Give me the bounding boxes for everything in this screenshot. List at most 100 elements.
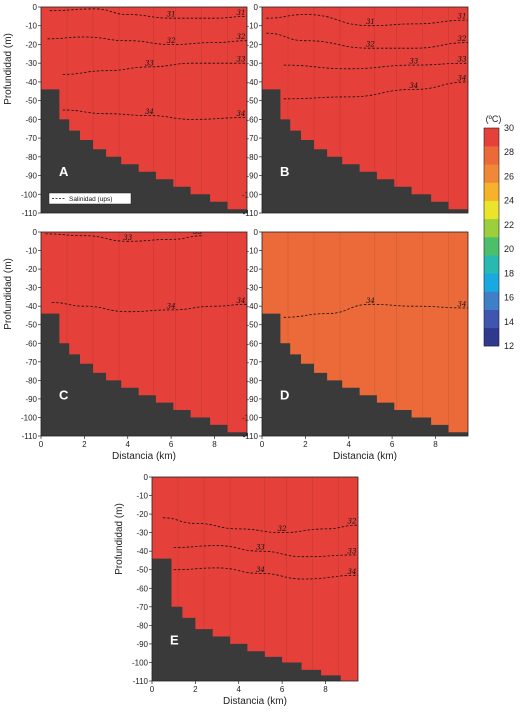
isohaline-32 [162, 517, 358, 534]
y-tick-label: -30 [25, 59, 37, 68]
x-tick-label: 2 [82, 440, 87, 449]
y-tick-label: -80 [25, 153, 37, 162]
colorbar-swatch [484, 164, 499, 183]
y-tick-label: 0 [33, 228, 38, 237]
x-tick-label: 4 [347, 440, 352, 449]
y-tick-label: -90 [246, 172, 258, 181]
y-tick-label: -20 [25, 40, 37, 49]
panels-layer: 31 31 32 32 33 33 34 34 0 -10 -20 -30 -40 -50 -60 -70 -8… [3, 3, 469, 707]
y-tick-label: -10 [25, 247, 37, 256]
y-tick-label: -80 [246, 376, 258, 385]
isohaline-label: 31 [366, 18, 375, 26]
y-tick-label: -100 [132, 658, 149, 667]
colorbar-swatch [484, 309, 499, 329]
y-tick-label: -100 [21, 413, 38, 422]
colorbar-title: (ºC) [486, 114, 502, 124]
y-tick-label: -90 [25, 395, 37, 404]
isohaline-label: 32 [237, 33, 246, 41]
y-tick-label: 0 [33, 3, 38, 12]
x-tick-label: 6 [280, 685, 285, 694]
y-tick-label: -40 [246, 302, 258, 311]
x-tick-label: 6 [169, 440, 174, 449]
isohaline-31 [49, 8, 247, 19]
panel-letter: D [280, 387, 289, 402]
y-tick-label: -90 [246, 395, 258, 404]
isohaline-label: 34 [458, 301, 467, 309]
colorbar-tick-label: 24 [504, 196, 514, 206]
y-tick-label: -30 [136, 529, 148, 538]
y-tick-label: -80 [136, 621, 148, 630]
isohaline-label: 31 [458, 13, 467, 21]
salinity-legend: Salinidad (ups) [48, 192, 132, 205]
isohaline-label: 33 [123, 234, 132, 242]
x-tick-label: 8 [323, 685, 328, 694]
y-tick-label: -30 [25, 284, 37, 293]
y-tick-label: -60 [136, 584, 148, 593]
y-tick-label: -40 [246, 78, 258, 87]
colorbar-swatch [484, 218, 499, 238]
panel-frame [40, 6, 248, 214]
y-tick-label: -40 [25, 78, 37, 87]
isohaline-label: 34 [237, 110, 246, 118]
y-tick-label: -100 [242, 190, 259, 199]
isohaline-33 [173, 545, 358, 558]
x-tick-label: 0 [150, 685, 155, 694]
y-tick-label: -10 [246, 247, 258, 256]
y-tick-label: -50 [246, 321, 258, 330]
colorbar-tick-label: 16 [504, 293, 514, 303]
y-tick-label: -70 [246, 134, 258, 143]
isohaline-label: 34 [237, 297, 246, 305]
isohaline-label: 33 [458, 56, 467, 64]
panel-letter: A [59, 164, 69, 179]
x-tick-label: 2 [303, 440, 308, 449]
isohaline-label: 34 [145, 108, 154, 116]
isohaline-label: 32 [278, 525, 287, 533]
y-tick-label: -70 [246, 358, 258, 367]
x-tick-label: 0 [39, 440, 44, 449]
isohaline-label: 34 [167, 302, 176, 310]
y-tick-label: -30 [246, 59, 258, 68]
y-axis-title: Profundidad (m) [3, 33, 14, 105]
panel-a: 31 31 32 32 33 33 34 34 0 -10 -20 -30 -40 -50 -60 -70 -8… [3, 3, 248, 218]
isohaline-label: 32 [366, 41, 375, 49]
colorbar-frame [483, 127, 500, 347]
isohaline-label: 34 [366, 297, 375, 305]
y-tick-label: -40 [136, 547, 148, 556]
isohaline-label: 31 [237, 9, 246, 17]
panel-e: 32 32 33 33 34 34 0 -10 -20 -30 -40 -50 -60 -70 -80 -90… [114, 473, 359, 707]
colorbar-swatch [484, 237, 499, 256]
y-tick-label: -110 [133, 677, 149, 686]
x-tick-label: 6 [390, 440, 395, 449]
colorbar-tick-label: 22 [504, 220, 514, 230]
seabed [41, 89, 247, 213]
isohaline-33 [283, 62, 468, 70]
x-tick-label: 2 [193, 685, 198, 694]
y-tick-label: -30 [246, 284, 258, 293]
y-tick-label: -110 [22, 209, 38, 218]
colorbar: 30 28 26 24 22 20 18 16 14 12 (ºC) [483, 114, 514, 351]
colorbar-swatch [484, 291, 499, 310]
isohaline-label: 32 [458, 35, 467, 43]
panel-letter: E [170, 632, 179, 647]
y-tick-label: 0 [254, 228, 259, 237]
isohaline-label: 33 [256, 544, 265, 552]
y-tick-label: -10 [25, 22, 37, 31]
colorbar-swatch [484, 146, 499, 165]
isohaline-34 [173, 567, 358, 580]
y-tick-label: -10 [136, 492, 148, 501]
y-tick-label: -60 [246, 339, 258, 348]
panel-letter: B [280, 164, 289, 179]
y-tick-label: -20 [136, 510, 148, 519]
y-tick-label: -70 [136, 603, 148, 612]
isohaline-label: 33 [348, 547, 357, 555]
panel-frame [40, 231, 248, 437]
y-tick-label: -50 [136, 566, 148, 575]
y-tick-label: -80 [25, 376, 37, 385]
x-tick-label: 8 [212, 440, 217, 449]
y-tick-label: -90 [136, 640, 148, 649]
y-axis-title: Profundidad (m) [3, 258, 14, 330]
panel-c: 33 33 34 34 0 -10 -20 -30 -40 -50 -60 -70 -80 -90 -100… [3, 228, 248, 462]
panel-d: 34 34 0 -10 -20 -30 -40 -50 -60 -70 -80 -90 -100 -110… [242, 228, 469, 462]
seabed [152, 558, 341, 681]
y-tick-label: -40 [25, 302, 37, 311]
